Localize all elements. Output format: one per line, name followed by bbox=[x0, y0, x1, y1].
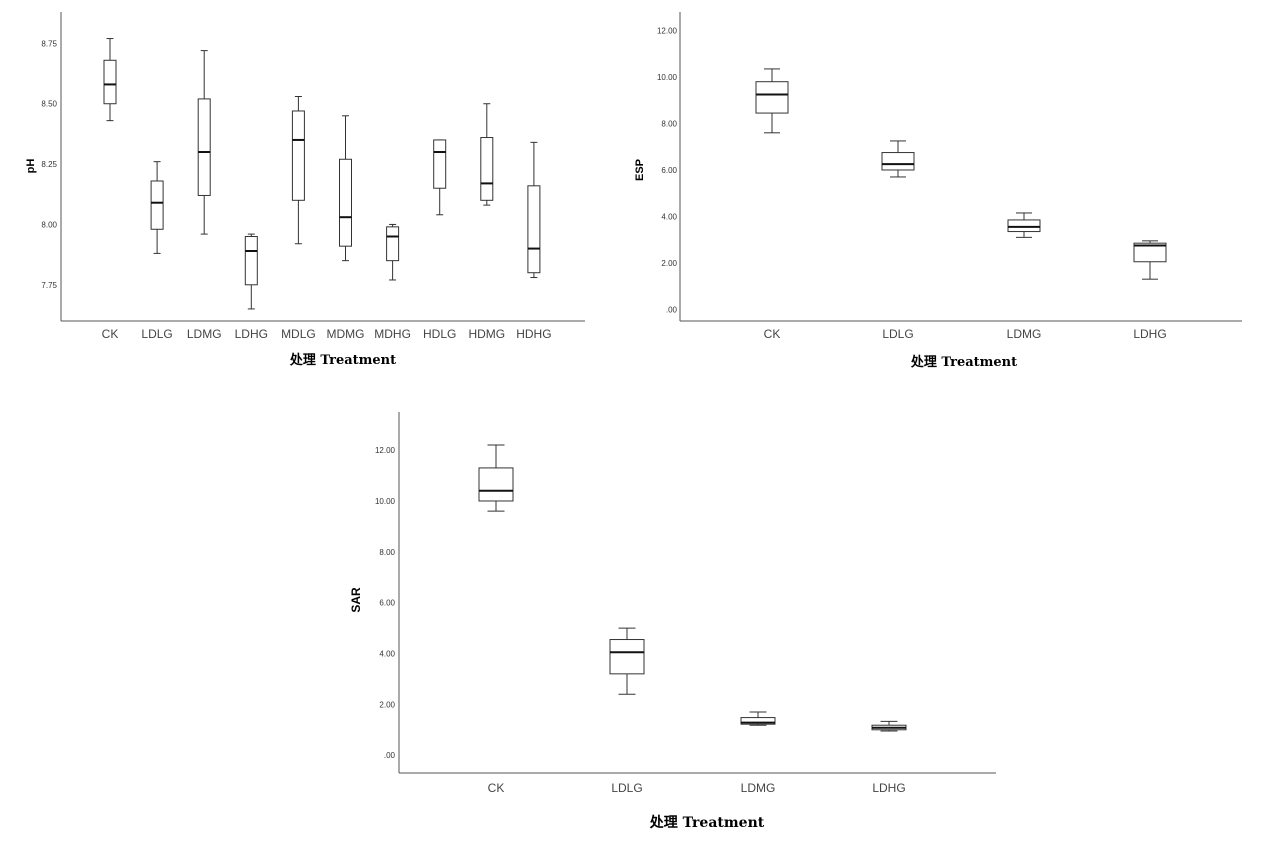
esp-x-tick-label: LDLG bbox=[882, 327, 913, 341]
ph-box-hdmg bbox=[480, 103, 494, 206]
iqr-box bbox=[339, 158, 352, 247]
ph-x-tick-label: LDMG bbox=[187, 327, 222, 341]
esp-box-ck bbox=[755, 68, 789, 134]
sar-boxplot-panel: SAR 处理 Treatment .00 2.00 4.00 6.00 8.00 10.0… bbox=[349, 412, 996, 831]
esp-box-ldhg bbox=[1133, 240, 1167, 280]
sar-y-tick-label: 8.00 bbox=[379, 548, 395, 557]
ph-box-mdhg bbox=[386, 223, 400, 281]
iqr-box bbox=[740, 717, 776, 725]
esp-box-ldmg bbox=[1007, 212, 1041, 238]
sar-y-tick-label: 12.00 bbox=[375, 446, 396, 455]
ph-y-tick-label: 8.00 bbox=[41, 220, 57, 229]
iqr-box bbox=[244, 236, 258, 286]
sar-x-tick-label: CK bbox=[488, 781, 505, 795]
ph-x-tick-label: HDHG bbox=[516, 327, 551, 341]
iqr-box bbox=[103, 59, 117, 105]
esp-x-tick-label: LDMG bbox=[1007, 327, 1042, 341]
sar-box-ldhg bbox=[871, 720, 907, 732]
ph-x-tick-label: LDLG bbox=[141, 327, 172, 341]
sar-y-tick-label: 4.00 bbox=[379, 650, 395, 659]
ph-box-hdhg bbox=[527, 141, 541, 279]
esp-y-tick-label: 8.00 bbox=[661, 120, 677, 129]
ph-y-tick-label: 8.75 bbox=[41, 39, 57, 48]
sar-y-tick-label: 2.00 bbox=[379, 700, 395, 709]
esp-box-ldlg bbox=[881, 140, 915, 178]
ph-x-tick-label: MDHG bbox=[374, 327, 411, 341]
sar-y-tick-label: 10.00 bbox=[375, 497, 396, 506]
iqr-box bbox=[480, 137, 494, 201]
esp-x-axis-label: 处理 Treatment bbox=[910, 354, 1017, 370]
ph-box-ck bbox=[103, 38, 117, 122]
sar-y-axis-label: SAR bbox=[349, 587, 363, 613]
ph-x-tick-label: LDHG bbox=[235, 327, 268, 341]
ph-box-mdlg bbox=[291, 95, 305, 245]
ph-boxplot-panel: pH 处理 Treatment 7.75 8.00 8.25 8.50 8.75 CK LD… bbox=[25, 12, 585, 368]
ph-y-tick-label: 8.25 bbox=[41, 160, 57, 169]
iqr-box bbox=[755, 81, 789, 114]
esp-y-tick-label: 4.00 bbox=[661, 212, 677, 221]
ph-box-ldmg bbox=[197, 50, 211, 235]
ph-y-tick-label: 7.75 bbox=[41, 281, 57, 290]
sar-x-tick-label: LDMG bbox=[741, 781, 776, 795]
esp-y-tick-label: .00 bbox=[666, 305, 678, 314]
ph-x-axis-label: 处理 Treatment bbox=[289, 352, 396, 368]
iqr-box bbox=[881, 152, 915, 171]
iqr-box bbox=[433, 139, 447, 189]
sar-box-ck bbox=[478, 444, 514, 512]
sar-x-tick-label: LDLG bbox=[611, 781, 642, 795]
esp-y-tick-label: 2.00 bbox=[661, 259, 677, 268]
esp-y-tick-label: 12.00 bbox=[657, 27, 678, 36]
esp-boxplot-panel: ESP 处理 Treatment .00 2.00 4.00 6.00 8.00 10.0… bbox=[634, 12, 1242, 370]
iqr-box bbox=[291, 110, 305, 201]
ph-box-ldlg bbox=[150, 161, 164, 254]
esp-y-axis-label: ESP bbox=[634, 159, 646, 181]
ph-y-tick-label: 8.50 bbox=[41, 100, 57, 109]
esp-y-tick-label: 6.00 bbox=[661, 166, 677, 175]
ph-x-tick-label: MDLG bbox=[281, 327, 316, 341]
esp-y-tick-label: 10.00 bbox=[657, 73, 678, 82]
iqr-box bbox=[197, 98, 211, 196]
esp-x-tick-label: LDHG bbox=[1133, 327, 1166, 341]
sar-y-tick-label: 6.00 bbox=[379, 599, 395, 608]
ph-x-tick-label: HDLG bbox=[423, 327, 456, 341]
ph-x-tick-label: CK bbox=[102, 327, 119, 341]
ph-x-tick-label: MDMG bbox=[327, 327, 365, 341]
ph-x-tick-label: HDMG bbox=[468, 327, 505, 341]
ph-y-axis-label: pH bbox=[25, 159, 37, 174]
iqr-box bbox=[1133, 242, 1167, 263]
iqr-box bbox=[527, 185, 541, 274]
ph-box-hdlg bbox=[433, 139, 447, 216]
sar-y-tick-label: .00 bbox=[384, 751, 396, 760]
iqr-box bbox=[478, 467, 514, 502]
iqr-box bbox=[386, 226, 400, 262]
iqr-box bbox=[1007, 219, 1041, 233]
sar-box-ldlg bbox=[609, 627, 645, 695]
sar-x-axis-label: 处理 Treatment bbox=[649, 814, 765, 831]
iqr-box bbox=[150, 180, 164, 230]
ph-box-ldhg bbox=[244, 233, 258, 310]
sar-box-ldmg bbox=[740, 711, 776, 726]
iqr-box bbox=[609, 639, 645, 675]
sar-x-tick-label: LDHG bbox=[872, 781, 905, 795]
esp-x-tick-label: CK bbox=[764, 327, 781, 341]
ph-box-mdmg bbox=[339, 115, 352, 262]
